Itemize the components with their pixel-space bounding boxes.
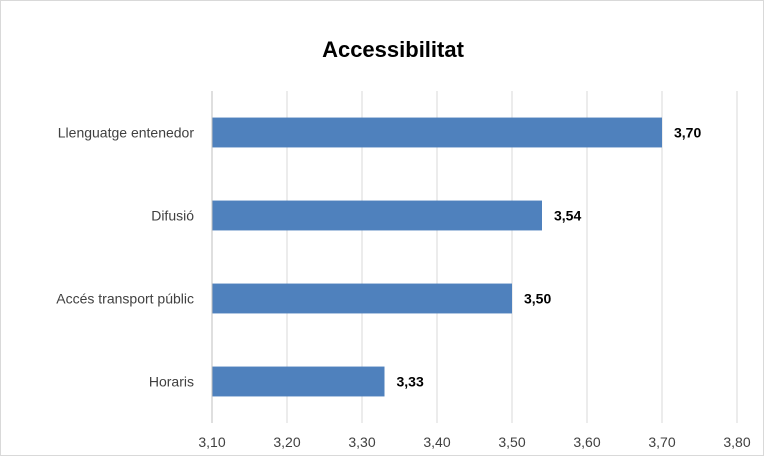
- x-tick-label: 3,70: [648, 434, 675, 450]
- category-label: Llenguatge entenedor: [58, 125, 195, 141]
- category-label: Difusió: [151, 208, 194, 224]
- bar: [212, 283, 512, 314]
- bars: 3,70 3,54 3,50 3,33: [212, 117, 701, 397]
- x-tick-label: 3,40: [423, 434, 450, 450]
- x-tick-label: 3,10: [198, 434, 225, 450]
- chart-title: Accessibilitat: [322, 37, 465, 62]
- bar-value-label: 3,54: [554, 208, 581, 224]
- bar: [212, 366, 385, 397]
- bar: [212, 117, 662, 148]
- x-tick-label: 3,30: [348, 434, 375, 450]
- bar-value-label: 3,70: [674, 125, 701, 141]
- x-tick-label: 3,50: [498, 434, 525, 450]
- category-label: Accés transport públic: [56, 291, 194, 307]
- x-tick-label: 3,60: [573, 434, 600, 450]
- x-tick-label: 3,20: [273, 434, 300, 450]
- bar: [212, 200, 542, 231]
- category-label: Horaris: [149, 374, 194, 390]
- bar-value-label: 3,33: [397, 374, 424, 390]
- axes: 3,10 3,20 3,30 3,40 3,50 3,60 3,70 3,80 Llenguat…: [56, 91, 751, 450]
- x-tick-label: 3,80: [723, 434, 750, 450]
- bar-value-label: 3,50: [524, 291, 551, 307]
